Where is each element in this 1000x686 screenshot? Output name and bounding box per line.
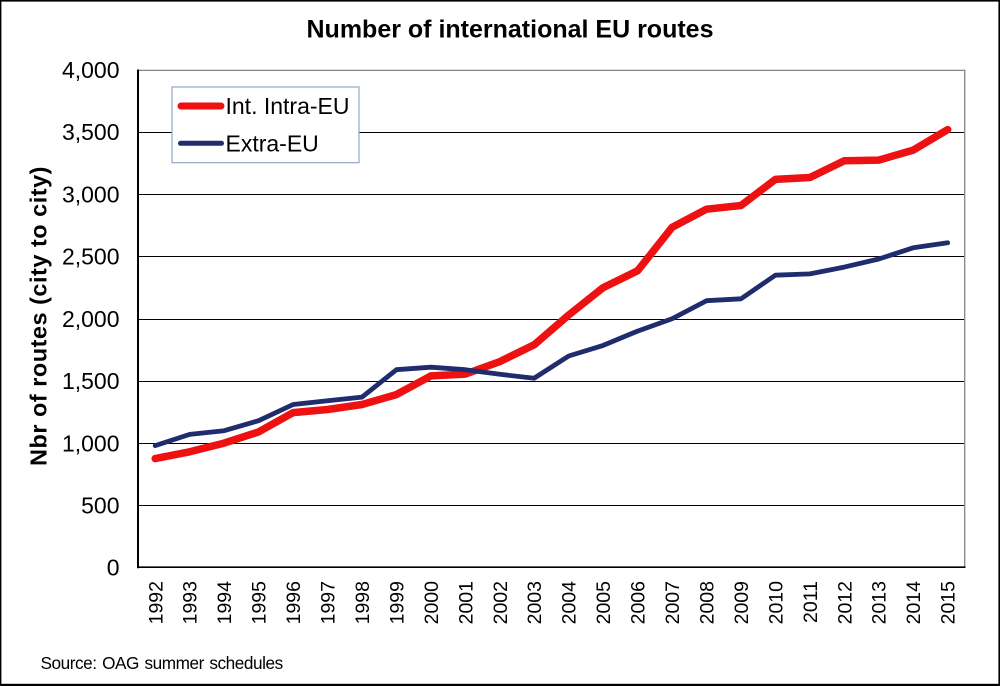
svg-text:1,000: 1,000 xyxy=(62,430,120,456)
svg-text:2010: 2010 xyxy=(765,581,787,625)
svg-text:2009: 2009 xyxy=(731,581,753,624)
svg-text:1995: 1995 xyxy=(249,581,271,625)
svg-text:Extra-EU: Extra-EU xyxy=(226,131,319,157)
svg-text:2006: 2006 xyxy=(628,581,650,624)
svg-text:2001: 2001 xyxy=(455,581,477,624)
svg-text:2003: 2003 xyxy=(524,581,546,624)
svg-text:1998: 1998 xyxy=(352,581,374,624)
svg-text:2000: 2000 xyxy=(421,581,443,625)
svg-text:2004: 2004 xyxy=(559,581,581,625)
svg-text:0: 0 xyxy=(107,555,120,581)
svg-text:2011: 2011 xyxy=(800,581,822,623)
svg-text:3,500: 3,500 xyxy=(62,119,120,145)
svg-text:1994: 1994 xyxy=(214,581,236,625)
svg-text:1997: 1997 xyxy=(318,581,340,624)
svg-text:3,000: 3,000 xyxy=(62,181,120,207)
svg-text:500: 500 xyxy=(81,493,119,519)
svg-text:2013: 2013 xyxy=(869,581,891,624)
svg-text:1992: 1992 xyxy=(145,581,167,624)
svg-text:Number of international EU rou: Number of international EU routes xyxy=(307,16,714,44)
svg-text:2,000: 2,000 xyxy=(62,306,120,332)
svg-text:Source: OAG summer schedules: Source: OAG summer schedules xyxy=(41,653,283,673)
svg-text:1993: 1993 xyxy=(180,581,202,624)
svg-text:2005: 2005 xyxy=(593,581,615,625)
svg-text:2008: 2008 xyxy=(697,581,719,624)
svg-text:2012: 2012 xyxy=(834,581,856,624)
svg-text:Nbr of routes (city to city): Nbr of routes (city to city) xyxy=(26,166,52,466)
svg-text:2,500: 2,500 xyxy=(62,244,120,270)
svg-text:4,000: 4,000 xyxy=(62,57,120,83)
svg-text:Int. Intra-EU: Int. Intra-EU xyxy=(226,93,350,119)
svg-text:1996: 1996 xyxy=(283,581,305,624)
svg-text:1,500: 1,500 xyxy=(62,368,120,394)
svg-text:2007: 2007 xyxy=(662,581,684,624)
svg-text:2002: 2002 xyxy=(490,581,512,624)
svg-text:1999: 1999 xyxy=(386,581,408,624)
svg-text:2014: 2014 xyxy=(903,581,925,625)
svg-text:2015: 2015 xyxy=(938,581,960,625)
